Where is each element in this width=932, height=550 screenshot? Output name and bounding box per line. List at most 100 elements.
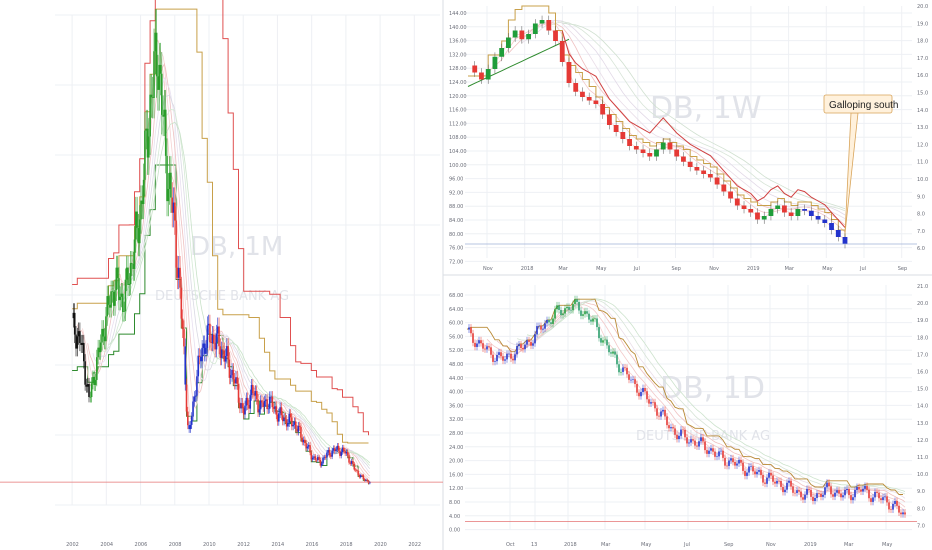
daily-candle-body — [650, 402, 652, 404]
monthly-x-tick-label: 2012 — [237, 542, 250, 548]
monthly-candle-body — [266, 399, 268, 410]
monthly-candle-body — [219, 346, 222, 358]
daily-candle-body — [880, 498, 882, 501]
daily-candle-body — [706, 450, 708, 454]
monthly-candle-body — [262, 402, 265, 407]
monthly-x-tick-label: 2022 — [408, 542, 421, 548]
monthly-candle-body — [346, 451, 349, 456]
monthly-candle-body — [235, 377, 237, 384]
daily-candle-body — [818, 493, 820, 494]
daily-candle-body — [478, 340, 480, 344]
monthly-candle-body — [249, 395, 252, 409]
daily-candle-body — [672, 427, 674, 429]
monthly-candle-body — [157, 76, 159, 90]
daily-y-tick-label: 48.00 — [449, 362, 463, 368]
daily-y-tick-label: 20.00 — [449, 459, 463, 465]
monthly-candle-body — [278, 413, 280, 422]
monthly-candle-body — [183, 329, 185, 347]
monthly-candle-body — [141, 200, 144, 205]
daily-candle-body — [686, 437, 688, 444]
daily-y-tick-label-right: 21.0 — [917, 284, 928, 290]
weekly-y-axis-left: 144.00 140.00 136.00 132.00 128.00 124.00 120.… — [449, 11, 467, 265]
monthly-candle-body — [289, 413, 292, 418]
monthly-candle-body — [297, 425, 300, 432]
callout[interactable]: Galloping south — [823, 94, 899, 234]
monthly-candle-body — [184, 346, 187, 385]
daily-chart-panel[interactable]: DB, 1D DEUTSCHE BANK AG 68.0064.0060.005… — [449, 284, 928, 548]
monthly-candle-body — [205, 347, 207, 354]
daily-candle-body — [864, 485, 866, 489]
daily-candle-body — [608, 345, 610, 353]
daily-candle-body — [730, 458, 732, 461]
monthly-ribbon-line — [97, 94, 371, 470]
weekly-candle-body — [788, 212, 794, 216]
weekly-candle-body — [748, 209, 754, 213]
daily-candle-body — [568, 306, 570, 310]
daily-candle-body — [518, 344, 520, 347]
monthly-candle-body — [271, 396, 274, 408]
daily-candle-body — [738, 459, 740, 464]
daily-candle-body — [524, 344, 526, 350]
daily-x-tick-label: 13 — [531, 542, 537, 548]
weekly-candle-body — [566, 62, 572, 83]
weekly-candle-body — [701, 170, 707, 174]
monthly-candle-body — [159, 64, 162, 74]
daily-candle-body — [632, 379, 634, 380]
weekly-y-tick-label-right: 8.0 — [917, 212, 925, 218]
weekly-candle-body — [721, 184, 727, 192]
daily-candle-body — [774, 481, 776, 484]
weekly-candle-body — [782, 205, 787, 213]
daily-y-tick-label: 12.00 — [449, 486, 463, 492]
daily-candle-body — [854, 489, 856, 498]
weekly-x-tick-label: Nov — [483, 266, 493, 272]
daily-candle-body — [798, 490, 800, 492]
monthly-candle-body — [118, 278, 120, 301]
daily-candle-body — [816, 493, 818, 498]
weekly-candle-body — [842, 237, 848, 244]
daily-candle-body — [814, 497, 816, 502]
monthly-candle-body — [294, 421, 297, 429]
weekly-ribbon-line — [548, 21, 846, 212]
monthly-candle-body — [229, 375, 232, 378]
daily-candle-body — [810, 489, 812, 497]
weekly-chart-panel[interactable]: DB, 1W 144.00 140.00 136.00 132.00 128.00 124… — [449, 4, 928, 272]
monthly-chart-panel[interactable]: DB, 1M DEUTSCHE BANK AG 2002 2004 2006 2008… — [0, 0, 443, 548]
daily-candle-body — [664, 409, 666, 417]
weekly-candle-body — [822, 219, 828, 223]
monthly-candle-body — [132, 263, 135, 269]
weekly-candle-body — [593, 100, 599, 104]
daily-candle-body — [510, 353, 512, 359]
weekly-y-tick-label: 80.00 — [449, 232, 463, 238]
monthly-candle-body — [280, 407, 283, 416]
monthly-candle-body — [328, 449, 331, 456]
daily-y-tick-label: 32.00 — [449, 417, 463, 423]
monthly-candle-body — [314, 456, 317, 460]
monthly-candle-body — [125, 267, 128, 280]
monthly-candle-body — [193, 396, 196, 402]
daily-y-tick-label-right: 11.0 — [917, 455, 928, 461]
weekly-x-tick-label: Sep — [672, 266, 681, 272]
monthly-candle-body — [84, 361, 86, 385]
daily-watermark-title: DB, 1D — [660, 371, 765, 406]
daily-candle-body — [750, 466, 752, 467]
daily-candle-body — [468, 327, 470, 330]
daily-candle-body — [704, 441, 706, 451]
weekly-candle-body — [835, 230, 841, 237]
daily-x-tick-label: Nov — [766, 542, 776, 548]
monthly-candle-body — [168, 172, 171, 189]
weekly-y-tick-label-right: 17.0 — [917, 56, 928, 62]
daily-candle-body — [896, 501, 898, 506]
monthly-candle-body — [151, 97, 154, 99]
monthly-candle-body — [365, 479, 367, 481]
daily-candle-body — [820, 493, 822, 497]
monthly-candle-body — [301, 437, 304, 443]
daily-candle-body — [536, 326, 538, 335]
monthly-candle-body — [207, 323, 210, 326]
monthly-candle-body — [137, 227, 140, 244]
monthly-candle-body — [317, 457, 319, 461]
monthly-candle-body — [284, 417, 287, 420]
monthly-candle-body — [233, 379, 236, 384]
daily-y-tick-label: 40.00 — [449, 390, 463, 396]
monthly-candle-body — [358, 474, 361, 478]
weekly-candle-body — [802, 209, 808, 211]
